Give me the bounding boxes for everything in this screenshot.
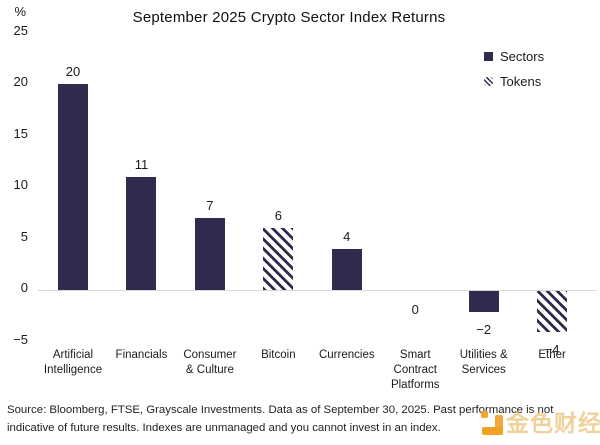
- x-axis-label: Consumer & Culture: [183, 349, 237, 376]
- golden-finance-logo-icon: [480, 407, 506, 436]
- chart-title: September 2025 Crypto Sector Index Retur…: [132, 9, 446, 26]
- legend-label: Tokens: [500, 74, 542, 89]
- x-axis-label: Artificial Intelligence: [43, 349, 103, 376]
- solid-swatch-icon: [484, 52, 493, 61]
- source-note-line2: indicative of future results. Indexes ar…: [7, 421, 441, 434]
- y-axis-tick: 0: [20, 280, 28, 295]
- bar-artificial-intelligence: [58, 84, 88, 290]
- bar-ether: [537, 291, 568, 333]
- bar-value-label: 7: [206, 197, 214, 213]
- y-axis-tick: 20: [13, 74, 28, 89]
- y-axis-tick: 25: [13, 22, 28, 38]
- source-note-line1: Source: Bloomberg, FTSE, Grayscale Inves…: [7, 404, 554, 416]
- y-axis-tick: 15: [13, 125, 28, 141]
- legend-item-sectors: Sectors: [484, 49, 544, 64]
- x-axis-label: Currencies: [318, 349, 375, 361]
- bar-value-label: 0: [411, 302, 419, 317]
- x-axis-label: Utilities & Services: [459, 349, 508, 376]
- bar-value-label: −2: [476, 321, 492, 337]
- bar-value-label: 4: [343, 228, 351, 244]
- x-axis-label: Ether: [538, 349, 566, 361]
- bar-value-label: 6: [274, 208, 282, 224]
- bar-value-label: 20: [65, 64, 81, 79]
- y-axis-tick: 10: [13, 177, 28, 192]
- x-axis-label: Bitcoin: [261, 349, 296, 361]
- watermark: 金色财经: [480, 404, 600, 438]
- bar-financials: [126, 176, 157, 290]
- bar-consumer-culture: [194, 217, 225, 290]
- y-axis-tick: 5: [20, 228, 28, 244]
- y-axis-unit-label: %: [14, 4, 26, 19]
- bar-bitcoin: [263, 228, 294, 290]
- legend: Sectors Tokens: [484, 49, 544, 99]
- x-axis-label: Financials: [115, 349, 168, 361]
- bar-utilities-services: [468, 291, 499, 312]
- watermark-text: 金色财经: [506, 410, 600, 436]
- y-axis-tick: −5: [13, 331, 28, 347]
- bar-currencies: [331, 248, 362, 290]
- source-note: Source: Bloomberg, FTSE, Grayscale Inves…: [7, 402, 599, 437]
- x-axis-label: Smart Contract Platforms: [390, 349, 440, 391]
- bar-value-label: −4: [544, 342, 560, 358]
- legend-item-tokens: Tokens: [484, 74, 544, 89]
- legend-label: Sectors: [500, 49, 545, 64]
- hatched-swatch-icon: [484, 77, 493, 86]
- bar-value-label: 11: [134, 156, 149, 172]
- zero-baseline: [38, 290, 597, 291]
